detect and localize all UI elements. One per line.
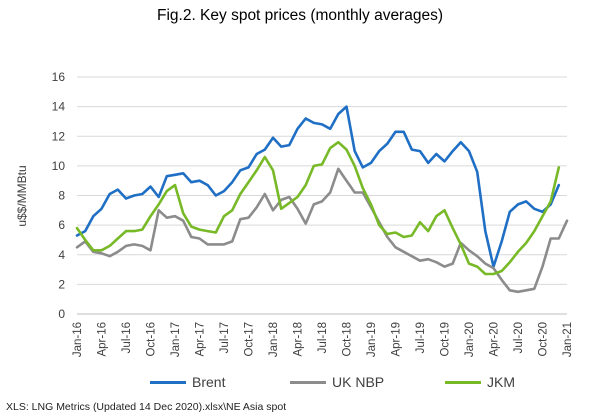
x-tick-label: Jan-20 xyxy=(464,322,476,357)
series-line-brent xyxy=(75,105,561,268)
y-axis-label: u$$/MMBtu xyxy=(15,165,29,226)
legend-item-uk-nbp: UK NBP xyxy=(290,374,384,390)
x-tick-label: Apr-17 xyxy=(195,322,207,357)
x-tick-label: Jan-21 xyxy=(562,322,574,357)
legend-label-brent: Brent xyxy=(192,374,226,390)
legend-swatch-uk-nbp xyxy=(290,380,326,384)
y-tick-label: 2 xyxy=(58,277,65,291)
y-tick-label: 16 xyxy=(52,70,66,84)
series-lines xyxy=(75,105,569,294)
x-axis-ticks: Jan-16 Apr-16 Jul-16 Oct-16 Jan-17 Apr-17 Jul-… xyxy=(72,322,574,357)
y-axis-ticks: 0 2 4 6 8 10 12 14 16 xyxy=(52,70,66,321)
gridlines xyxy=(77,76,567,315)
legend-label-uk-nbp: UK NBP xyxy=(332,374,385,390)
x-tick-label: Oct-19 xyxy=(440,322,452,357)
x-tick-label: Jul-19 xyxy=(415,322,427,353)
y-tick-label: 4 xyxy=(58,248,65,262)
y-tick-label: 6 xyxy=(58,218,65,232)
x-tick-label: Jan-19 xyxy=(366,322,378,357)
x-tick-label: Apr-19 xyxy=(391,322,403,357)
series-line-jkm xyxy=(75,140,561,276)
legend-swatch-jkm xyxy=(445,380,481,384)
legend-item-brent: Brent xyxy=(150,374,225,390)
x-tick-label: Jul-18 xyxy=(317,322,329,353)
y-tick-label: 10 xyxy=(52,159,66,173)
x-tick-label: Oct-18 xyxy=(342,322,354,357)
x-tick-label: Oct-20 xyxy=(538,322,550,357)
y-tick-label: 0 xyxy=(58,307,65,321)
legend-item-jkm: JKM xyxy=(445,374,515,390)
x-tick-label: Jan-18 xyxy=(268,322,280,357)
x-tick-label: Jul-20 xyxy=(513,322,525,353)
x-tick-label: Apr-18 xyxy=(293,322,305,357)
y-tick-label: 12 xyxy=(52,129,66,143)
source-note: XLS: LNG Metrics (Updated 14 Dec 2020).x… xyxy=(6,401,287,413)
legend-label-jkm: JKM xyxy=(487,374,515,390)
x-tick-label: Jul-17 xyxy=(219,322,231,353)
y-tick-label: 8 xyxy=(58,189,65,203)
x-tick-label: Apr-20 xyxy=(489,322,501,357)
x-tick-label: Jan-17 xyxy=(170,322,182,357)
y-tick-label: 14 xyxy=(52,100,66,114)
x-tick-label: Oct-16 xyxy=(146,322,158,357)
legend-swatch-brent xyxy=(150,380,186,384)
chart-title: Fig.2. Key spot prices (monthly averages… xyxy=(156,7,443,24)
x-tick-label: Jul-16 xyxy=(121,322,133,353)
series-line-uk-nbp xyxy=(75,167,569,294)
x-tick-label: Jan-16 xyxy=(72,322,84,357)
x-tick-label: Oct-17 xyxy=(244,322,256,357)
x-tick-label: Apr-16 xyxy=(97,322,109,357)
